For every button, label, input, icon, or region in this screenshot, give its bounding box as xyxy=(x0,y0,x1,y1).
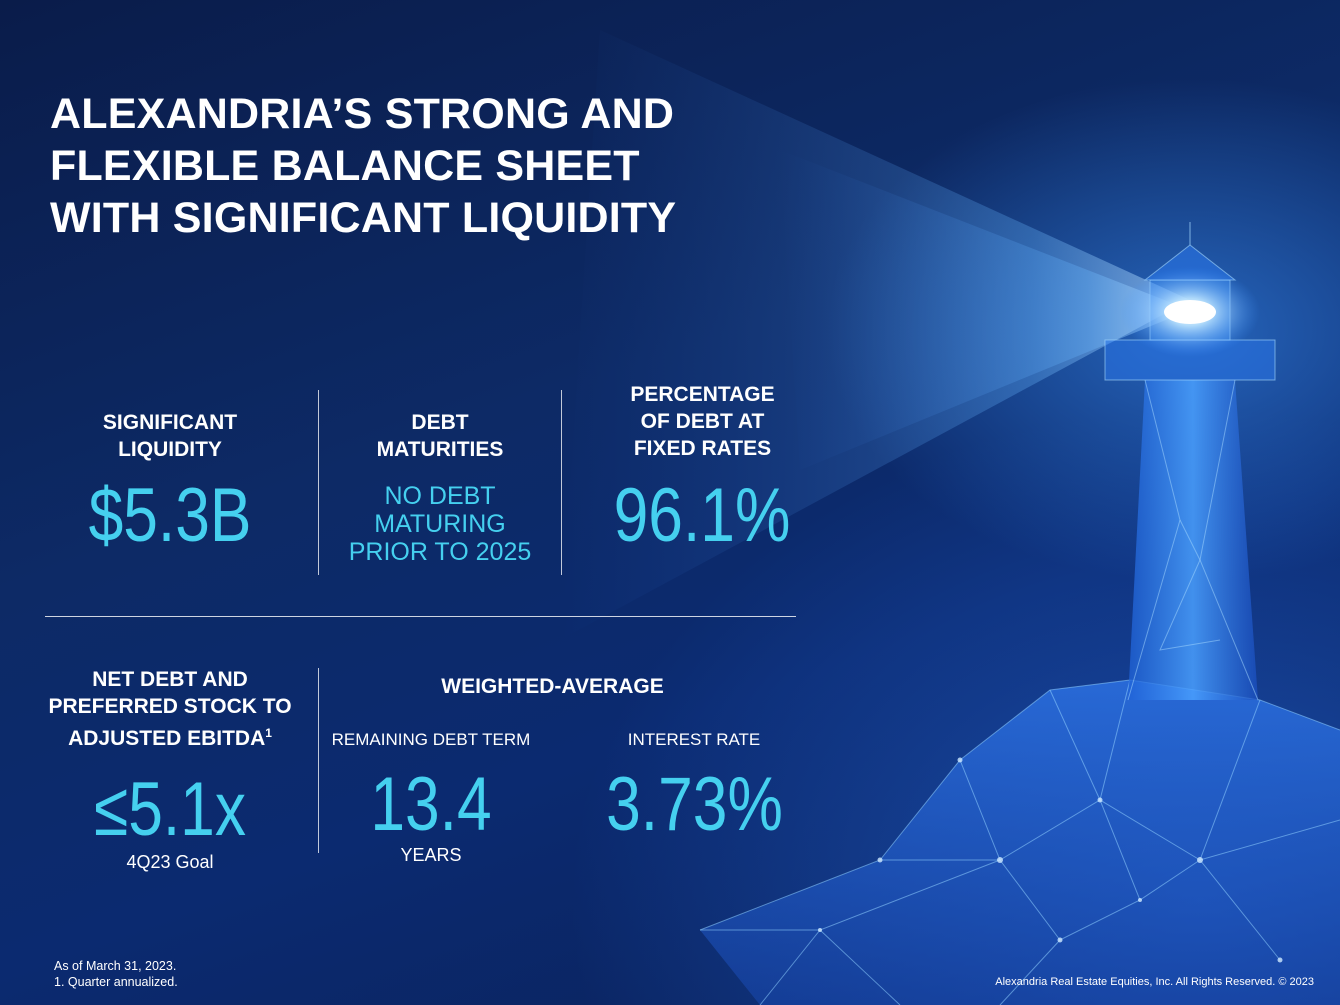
remaining-term-unit: YEARS xyxy=(400,845,462,865)
row-divider xyxy=(45,616,796,617)
liquidity-label: SIGNIFICANT LIQUIDITY xyxy=(102,411,238,461)
interest-rate-value: 3.73% xyxy=(606,762,783,847)
column-divider xyxy=(561,390,562,575)
interest-rate-label: INTEREST RATE xyxy=(627,730,761,749)
column-divider xyxy=(318,668,319,853)
weighted-average-heading: WEIGHTED-AVERAGE xyxy=(441,675,664,698)
footnotes: As of March 31, 2023. 1. Quarter annuali… xyxy=(54,959,178,989)
fixed-rate-label: PERCENTAGE OF DEBT AT FIXED RATES xyxy=(630,383,775,460)
footnote-marker: 1 xyxy=(265,726,272,740)
net-debt-label: NET DEBT AND PREFERRED STOCK TO ADJUSTED… xyxy=(48,668,292,750)
copyright: Alexandria Real Estate Equities, Inc. Al… xyxy=(995,976,1314,988)
liquidity-value: $5.3B xyxy=(88,473,252,558)
slide-title: ALEXANDRIA’S STRONG AND FLEXIBLE BALANCE… xyxy=(50,88,676,244)
remaining-term-label: REMAINING DEBT TERM xyxy=(331,730,531,749)
net-debt-caption: 4Q23 Goal xyxy=(126,852,214,872)
column-divider xyxy=(318,390,319,575)
fixed-rate-value: 96.1% xyxy=(613,473,791,558)
remaining-term-value: 13.4 xyxy=(370,762,492,847)
title-line: ALEXANDRIA’S STRONG AND xyxy=(50,90,675,138)
debt-maturities-label: DEBT MATURITIES xyxy=(376,411,504,461)
title-line: WITH SIGNIFICANT LIQUIDITY xyxy=(50,194,677,242)
title-line: FLEXIBLE BALANCE SHEET xyxy=(50,142,640,190)
debt-maturities-value: NO DEBT MATURING PRIOR TO 2025 xyxy=(348,482,532,566)
net-debt-value: ≤5.1x xyxy=(93,767,247,852)
